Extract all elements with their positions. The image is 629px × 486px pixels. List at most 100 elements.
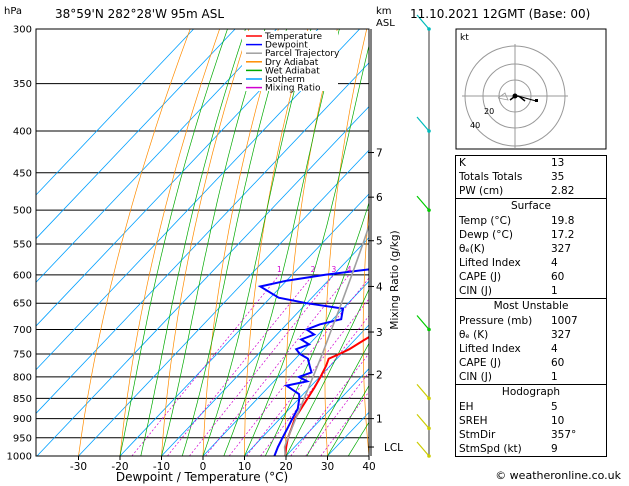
index-value: 1007	[551, 315, 578, 327]
pressure-tick-label: 600	[13, 270, 32, 281]
pressure-tick-label: 1000	[7, 452, 32, 463]
wind-barb	[416, 441, 430, 457]
mixing-ratio-label: 4	[347, 265, 352, 274]
dewpoint-line	[257, 268, 369, 456]
index-label: Temp (°C)	[459, 215, 512, 227]
index-row: Pressure (mb) 1007	[456, 314, 606, 328]
pressure-tick-label: 700	[13, 325, 32, 336]
wind-barb-dot	[427, 426, 431, 431]
pressure-tick-label: 450	[13, 168, 32, 179]
location-title: 38°59'N 282°28'W 95m ASL	[55, 7, 224, 21]
wet-adiabat-line	[181, 29, 287, 456]
index-value: 327	[551, 243, 572, 255]
copyright-footer: © weatheronline.co.uk	[495, 469, 621, 482]
most-unstable-section-title: Most Unstable	[456, 298, 606, 314]
index-value: 357°	[551, 429, 577, 441]
legend-label: Dewpoint	[265, 41, 308, 51]
wind-barb	[416, 116, 430, 132]
hodograph: kt 20 40	[455, 28, 607, 150]
temperature-tick-label: 20	[279, 461, 292, 473]
dry-adiabat-line	[202, 29, 279, 456]
storm-motion-marker	[535, 99, 538, 102]
mixing-ratio-line	[205, 274, 350, 456]
index-label: Dewp (°C)	[459, 229, 513, 241]
temperature-tick-label: 0	[200, 461, 207, 473]
index-label: Totals Totals	[459, 171, 523, 183]
index-row: Dewp (°C) 17.2	[456, 228, 606, 242]
index-row: θₑ(K) 327	[456, 242, 606, 256]
height-tick-label: 7	[376, 148, 383, 160]
index-row: Lifted Index 4	[456, 342, 606, 356]
index-value: 60	[551, 357, 565, 369]
isotherm-line	[244, 324, 369, 456]
wind-barb-dot	[427, 327, 431, 332]
surface-section-title: Surface	[456, 198, 606, 214]
isotherm-line	[119, 193, 369, 456]
pressure-tick-label: 900	[13, 414, 32, 425]
hodograph-ring-label: 20	[484, 107, 494, 116]
index-value: 327	[551, 329, 572, 341]
height-tick-label: 3	[376, 327, 383, 339]
index-label: CIN (J)	[459, 371, 492, 383]
index-row: θₑ (K) 327	[456, 328, 606, 342]
hodograph-center	[512, 93, 518, 99]
index-label: Pressure (mb)	[459, 315, 533, 327]
dry-adiabat-line	[400, 29, 425, 456]
hodograph-section-title: Hodograph	[456, 384, 606, 400]
hodograph-frame	[455, 28, 607, 150]
index-label: CAPE (J)	[459, 357, 502, 369]
temperature-tick-label: 10	[238, 461, 251, 473]
pressure-tick-label: 400	[13, 127, 32, 138]
wind-barb-dot	[427, 454, 431, 458]
legend-label: Parcel Trajectory	[265, 49, 340, 59]
legend-label: Dry Adiabat	[265, 58, 319, 68]
isotherm-line	[36, 105, 369, 456]
mixing-ratio-line	[167, 274, 314, 456]
mixing-ratio-line	[246, 298, 369, 456]
wet-adiabat-line	[264, 201, 369, 456]
dry-adiabat-line	[362, 204, 369, 456]
index-label: PW (cm)	[459, 185, 504, 197]
index-row: K 13	[456, 156, 606, 170]
dry-adiabat-line	[78, 29, 191, 456]
index-value: 17.2	[551, 229, 575, 241]
index-value: 4	[551, 343, 558, 355]
pressure-tick-label: 800	[13, 372, 32, 383]
isotherm-line	[36, 29, 277, 283]
pressure-tick-label: 300	[13, 25, 32, 36]
temperature-tick-label: -30	[70, 461, 87, 473]
index-value: 13	[551, 157, 565, 169]
mixing-ratio-label: 2	[311, 265, 316, 274]
hodograph-storm-motion	[517, 95, 537, 102]
wind-barb-dot	[427, 27, 431, 31]
wind-barb	[416, 413, 430, 429]
hodograph-reference-marker	[497, 92, 509, 101]
wind-barb-dot	[427, 129, 431, 133]
index-row: Lifted Index 4	[456, 256, 606, 270]
legend-label: Mixing Ratio	[265, 84, 321, 94]
index-value: 1	[551, 285, 558, 297]
height-tick-label: 5	[376, 236, 383, 248]
isotherm-line	[36, 29, 236, 240]
wind-barb	[416, 195, 430, 211]
mixing-ratio-labels: 1 2 3 4	[277, 265, 352, 274]
dry-adiabat-line	[161, 29, 250, 456]
height-tick-label: 4	[376, 281, 383, 293]
mixing-ratio-label: 1	[277, 265, 282, 274]
index-row: CIN (J) 1	[456, 370, 606, 384]
background-lines	[36, 29, 425, 456]
mixing-ratio-line	[228, 277, 369, 456]
height-tick-label: 1	[376, 414, 383, 426]
isotherm-line	[36, 29, 194, 196]
pressure-unit-label: hPa	[4, 6, 22, 17]
index-value: 5	[551, 401, 558, 413]
wind-barb	[416, 383, 430, 399]
height-tick-label: 2	[376, 370, 383, 382]
wet-adiabat-line	[161, 29, 266, 456]
mixing-ratio-axis-title: Mixing Ratio (g/kg)	[389, 230, 401, 329]
legend-label: Wet Adiabat	[265, 66, 320, 76]
index-value: 4	[551, 257, 558, 269]
pressure-tick-label: 550	[13, 239, 32, 250]
wet-adiabat-line	[327, 384, 369, 456]
